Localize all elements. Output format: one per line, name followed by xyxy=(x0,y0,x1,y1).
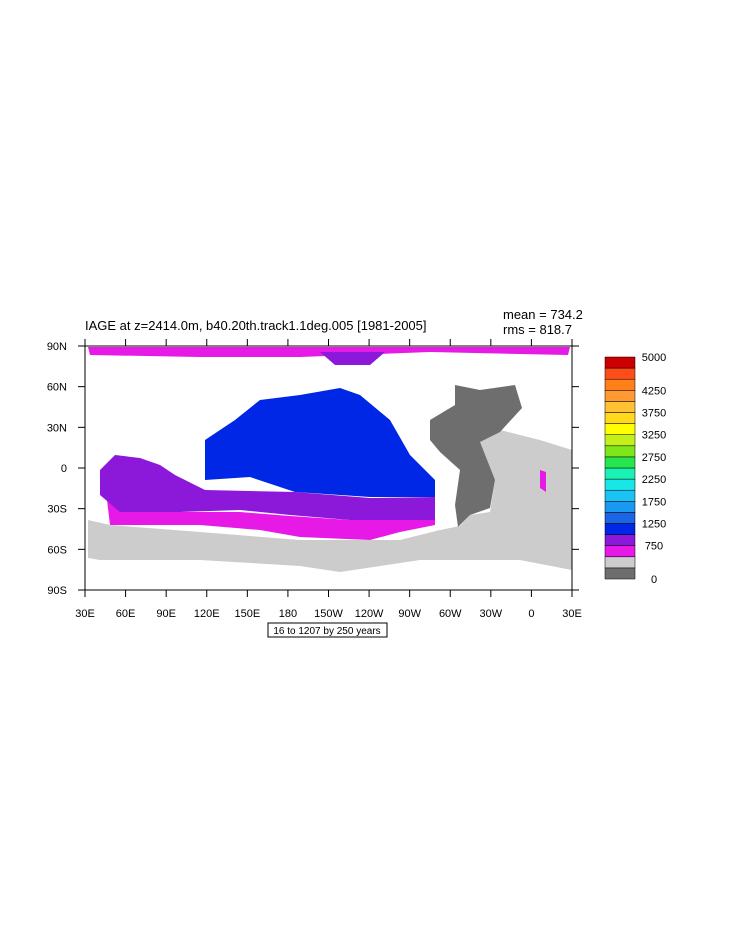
lon-label: 30E xyxy=(562,608,582,620)
lat-label: 90S xyxy=(47,585,67,597)
lat-label: 60N xyxy=(47,382,67,394)
lon-label: 30E xyxy=(75,608,95,620)
lon-label: 120E xyxy=(194,608,220,620)
lon-label: 120W xyxy=(355,608,384,620)
colorbar-box xyxy=(604,512,636,524)
lon-label: 60E xyxy=(116,608,136,620)
lon-label: 0 xyxy=(528,608,534,620)
colorbar-label: 750 xyxy=(645,541,663,553)
rms: rms = 818.7 xyxy=(503,322,572,337)
colorbar-box xyxy=(604,545,636,558)
colorbar-label: 2250 xyxy=(642,474,666,486)
colorbar-box xyxy=(604,434,636,447)
footnote: 16 to 1207 by 250 years xyxy=(273,626,380,637)
title: IAGE at z=2414.0m, b40.20th.track1.1deg.… xyxy=(85,318,427,333)
colorbar-box xyxy=(604,378,636,391)
colorbar-label: 2750 xyxy=(642,452,666,464)
colorbar-label: 3250 xyxy=(642,430,666,442)
lon-label: 90W xyxy=(398,608,421,620)
lon-label: 180 xyxy=(279,608,297,620)
colorbar-box xyxy=(604,456,636,469)
colorbar-label: 0 xyxy=(651,574,657,586)
colorbar-box xyxy=(604,467,636,480)
colorbar-box xyxy=(604,501,636,513)
colorbar-box xyxy=(604,534,636,546)
lat-label: 0 xyxy=(61,463,67,475)
colorbar-box xyxy=(604,401,636,413)
lat-label: 90N xyxy=(47,341,67,353)
colorbar-box xyxy=(604,390,636,402)
lat-label: 60S xyxy=(47,544,67,556)
lon-label: 150E xyxy=(234,608,260,620)
lon-label: 30W xyxy=(480,608,503,620)
colorbar-label: 1750 xyxy=(642,496,666,508)
lat-label: 30S xyxy=(47,504,67,516)
colorbar-box xyxy=(604,356,636,369)
colorbar-box xyxy=(604,489,636,502)
colorbar-label: 5000 xyxy=(642,352,666,364)
lon-label: 60W xyxy=(439,608,462,620)
lat-label: 30N xyxy=(47,422,67,434)
colorbar-label: 4250 xyxy=(642,385,666,397)
colorbar-box xyxy=(604,567,636,580)
colorbar-box xyxy=(604,445,636,458)
lon-label: 150W xyxy=(314,608,343,620)
colorbar-label: 3750 xyxy=(642,408,666,420)
footnote-box xyxy=(267,622,388,638)
colorbar-box xyxy=(604,423,636,435)
colorbar-box xyxy=(604,523,636,535)
map-fill xyxy=(88,347,572,572)
lon-label: 90E xyxy=(156,608,176,620)
mean: mean = 734.2 xyxy=(503,307,583,322)
colorbar-box xyxy=(604,478,636,491)
colorbar-box xyxy=(604,367,636,380)
colorbar-box xyxy=(604,556,636,569)
colorbar-label: 1250 xyxy=(642,519,666,531)
colorbar-box xyxy=(604,412,636,424)
